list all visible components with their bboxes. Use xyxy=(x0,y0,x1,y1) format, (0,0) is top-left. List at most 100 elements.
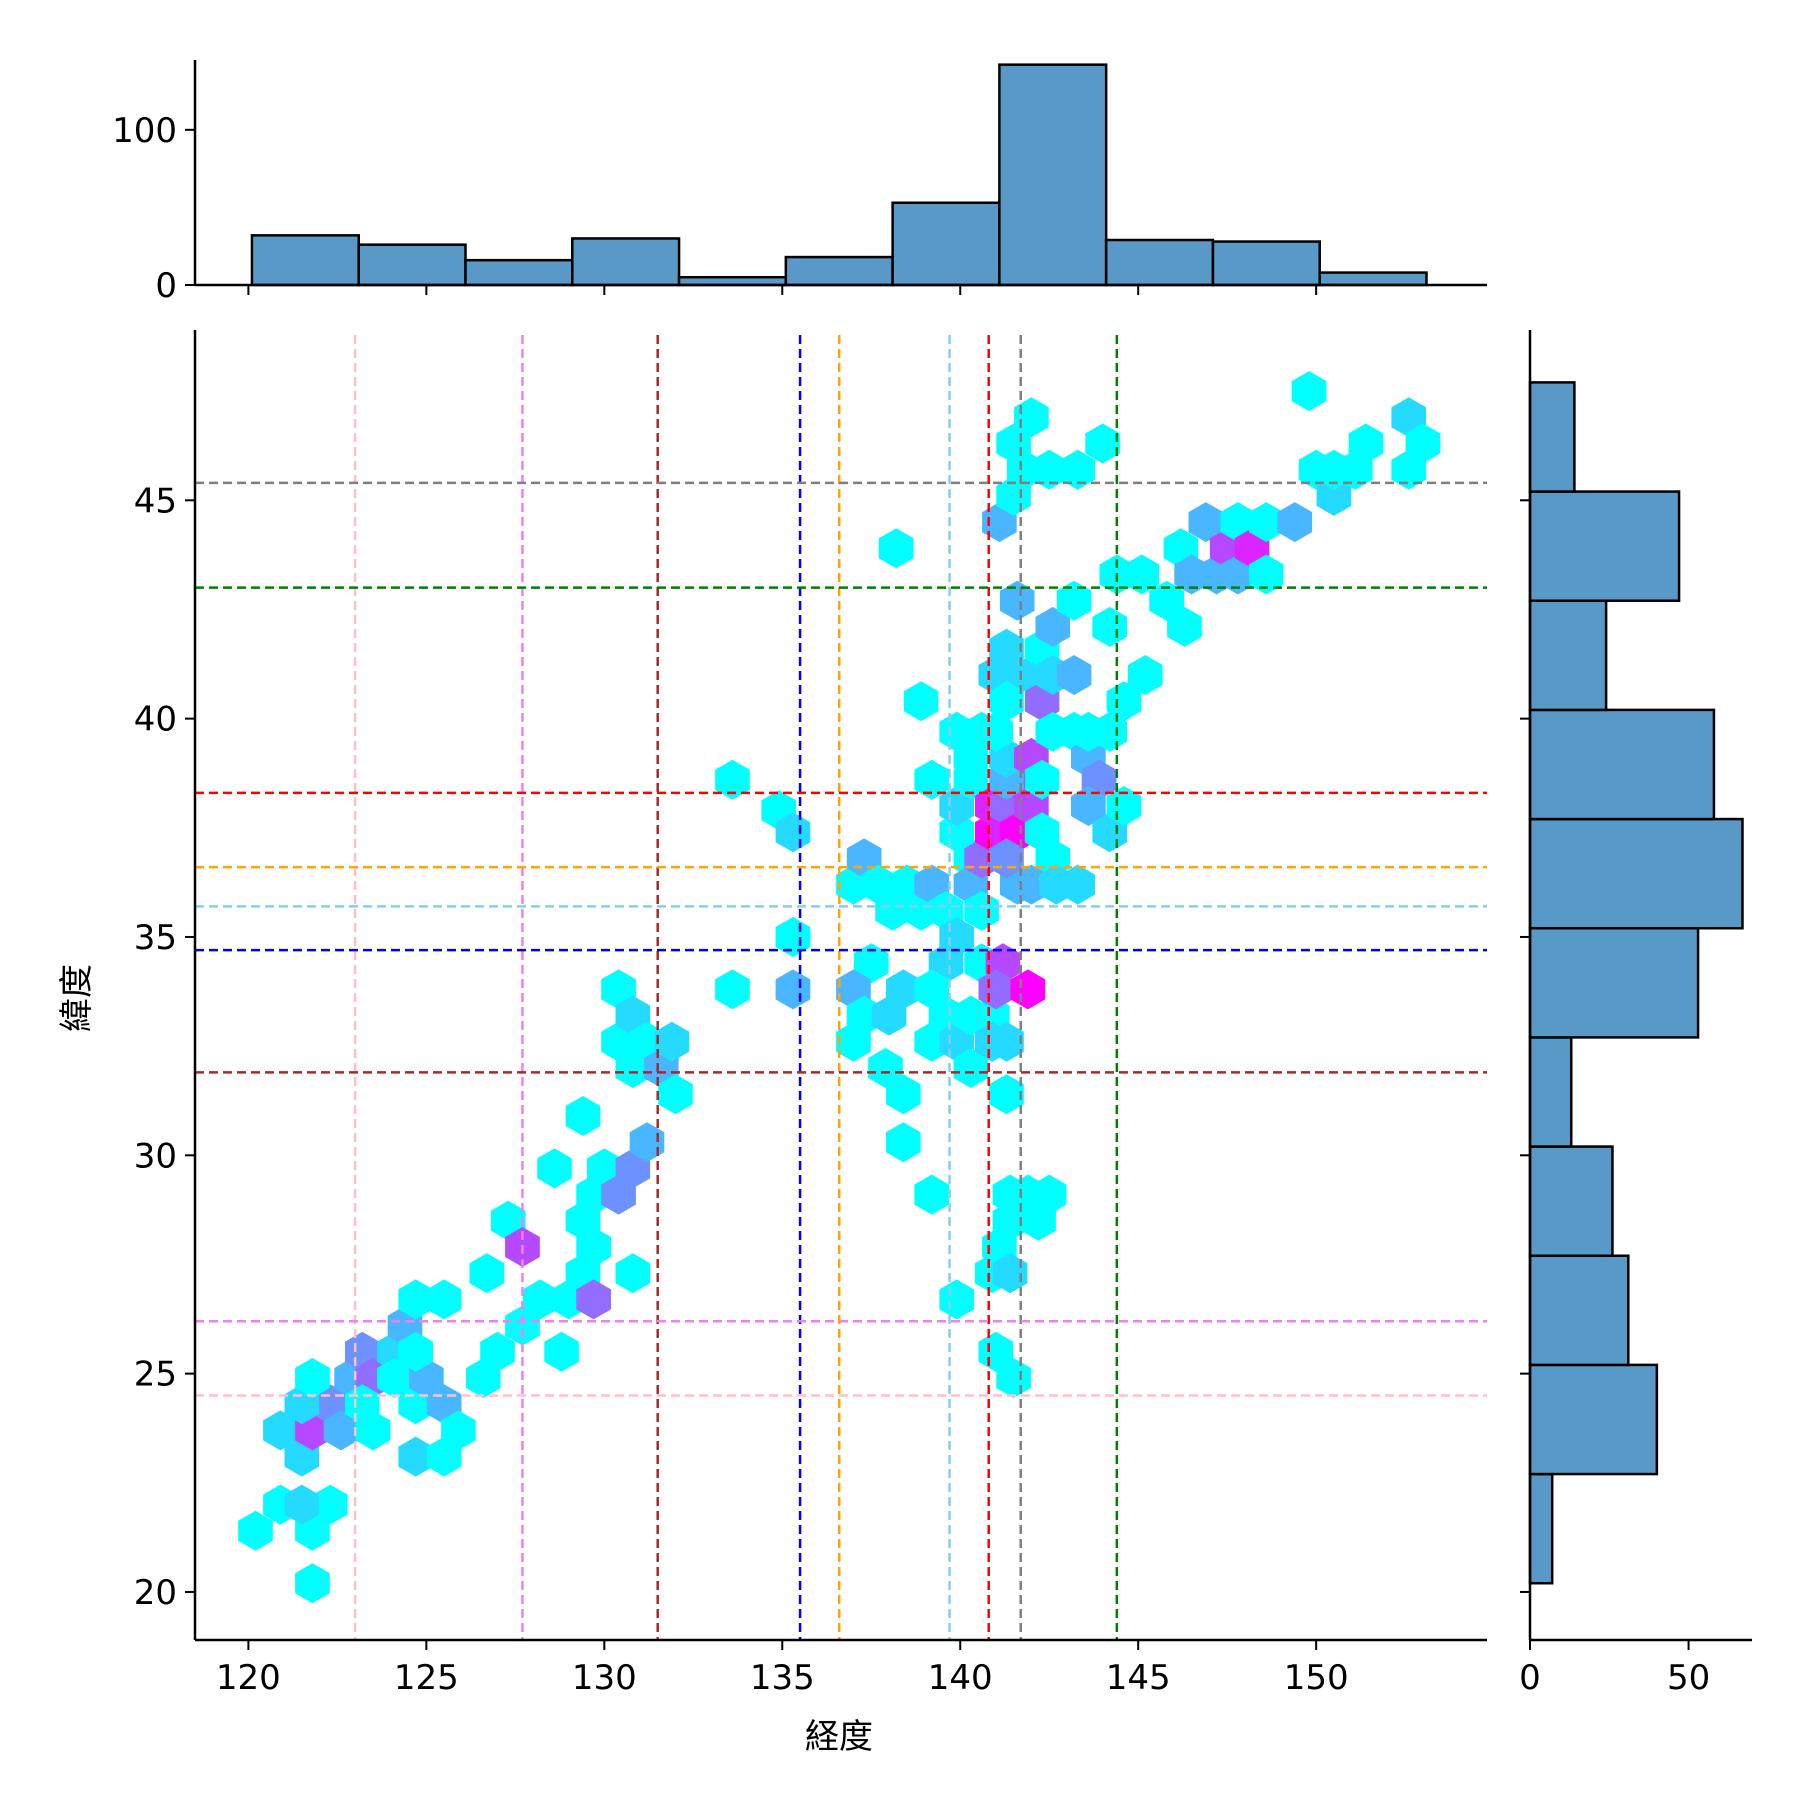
hexbin xyxy=(1249,502,1284,543)
hexbin xyxy=(1085,423,1120,464)
reference-lines xyxy=(195,335,1487,1640)
hexbin xyxy=(1035,606,1071,647)
hexbin xyxy=(1106,786,1142,826)
hexbin xyxy=(989,681,1024,722)
y-tick-label: 20 xyxy=(134,1573,177,1613)
hexbin xyxy=(263,1410,298,1451)
hexbin xyxy=(544,1331,579,1372)
hexbin xyxy=(989,1021,1024,1062)
hexbin xyxy=(989,1074,1024,1115)
axes: 120 125 130 135 140 145 150 20 25 30 35 40 45 xyxy=(134,330,1487,1698)
x-tick-label: 125 xyxy=(394,1658,459,1698)
hexbin xyxy=(878,528,914,569)
right-histogram-bar xyxy=(1528,1036,1573,1148)
hexbin-layer xyxy=(238,371,1441,1604)
hexbin xyxy=(576,1279,611,1320)
hexbin xyxy=(377,1358,412,1398)
hexbin xyxy=(775,969,811,1010)
x-tick-label: 130 xyxy=(572,1658,637,1698)
hexbin xyxy=(1249,554,1284,595)
hexbin xyxy=(964,890,999,931)
x-tick-label: 135 xyxy=(750,1658,815,1698)
hexbin xyxy=(953,1048,989,1088)
hexbin xyxy=(284,1484,320,1525)
hexbin xyxy=(1106,681,1142,722)
right-histogram-bar xyxy=(1528,1254,1630,1367)
hexbin xyxy=(295,1358,330,1398)
hexbin xyxy=(1024,759,1060,800)
hexbin xyxy=(715,969,750,1010)
hexbin xyxy=(886,1122,921,1163)
hexbin xyxy=(914,759,950,800)
right-histogram-bar xyxy=(1528,1472,1554,1585)
hexbin xyxy=(505,1305,540,1346)
x-tick-label: 145 xyxy=(1106,1658,1171,1698)
hexbin xyxy=(565,1096,601,1136)
hexbin xyxy=(1291,371,1327,412)
hexbin xyxy=(1348,423,1384,464)
hexbin xyxy=(312,1484,348,1525)
hexbin xyxy=(654,1021,690,1062)
hexbin xyxy=(886,1074,921,1115)
top-histogram-bar xyxy=(998,63,1108,287)
hexbin xyxy=(426,1279,462,1320)
hexbin xyxy=(1128,655,1163,695)
hexbin xyxy=(615,1253,651,1294)
hexbin xyxy=(775,917,811,957)
hexbin xyxy=(996,1358,1031,1398)
hexbin-plot xyxy=(195,335,1487,1640)
top-histogram-bar xyxy=(784,255,894,287)
right-histogram-bar xyxy=(1528,599,1608,712)
hexbin xyxy=(441,1410,476,1451)
hexbin xyxy=(775,812,811,853)
hexbin xyxy=(1316,475,1352,516)
hexbin xyxy=(1014,397,1049,438)
hexbin xyxy=(629,1122,665,1163)
hexbin xyxy=(853,943,889,984)
hexbin xyxy=(1010,969,1046,1010)
hexbin xyxy=(939,1279,974,1320)
hexbin xyxy=(836,1021,871,1062)
hexbin xyxy=(398,1436,433,1477)
hexbin xyxy=(978,711,1014,752)
hexbin xyxy=(537,1148,572,1189)
hexbin xyxy=(978,969,1014,1010)
hexbin xyxy=(658,1074,693,1115)
top-histogram-bar xyxy=(250,234,360,287)
hexbin xyxy=(1071,786,1106,826)
hexbin xyxy=(1277,502,1313,543)
top-histogram-bar xyxy=(464,258,574,287)
y-tick-label: 40 xyxy=(134,700,177,740)
hexbin xyxy=(1188,502,1224,543)
hexbin xyxy=(398,1331,433,1372)
hexbin xyxy=(295,1563,330,1604)
hexbin xyxy=(992,1253,1028,1294)
hexbin xyxy=(1149,580,1184,621)
hexbin xyxy=(1056,580,1092,621)
right-histogram-bar xyxy=(1528,381,1576,493)
right-histogram-bar xyxy=(1528,926,1700,1039)
hexbin xyxy=(989,838,1024,879)
x-tick-label: 150 xyxy=(1284,1658,1349,1698)
hexbin xyxy=(238,1510,273,1551)
top-histogram-bar xyxy=(1211,240,1321,287)
hexbin xyxy=(868,1048,903,1088)
top-histogram-bar xyxy=(357,243,467,287)
top-histogram-bar xyxy=(891,201,1001,287)
y-tick-label: 35 xyxy=(134,918,177,958)
x-tick-label: 140 xyxy=(928,1658,993,1698)
top-hist-y-tick-label: 0 xyxy=(155,266,177,306)
hexbin xyxy=(1060,449,1095,490)
x-axis-title: 経度 xyxy=(805,1717,873,1757)
hexbin xyxy=(1056,655,1092,695)
top-hist-y-tick-label: 100 xyxy=(112,111,177,151)
hexbin xyxy=(715,759,750,800)
hexbin xyxy=(1405,423,1441,464)
hexbin xyxy=(469,1253,505,1294)
right-hist-x-tick-label: 0 xyxy=(1519,1658,1541,1698)
hexbin xyxy=(345,1384,380,1425)
hexbin xyxy=(903,681,939,722)
hexbin xyxy=(522,1279,558,1320)
right-histogram-bar xyxy=(1528,708,1716,821)
